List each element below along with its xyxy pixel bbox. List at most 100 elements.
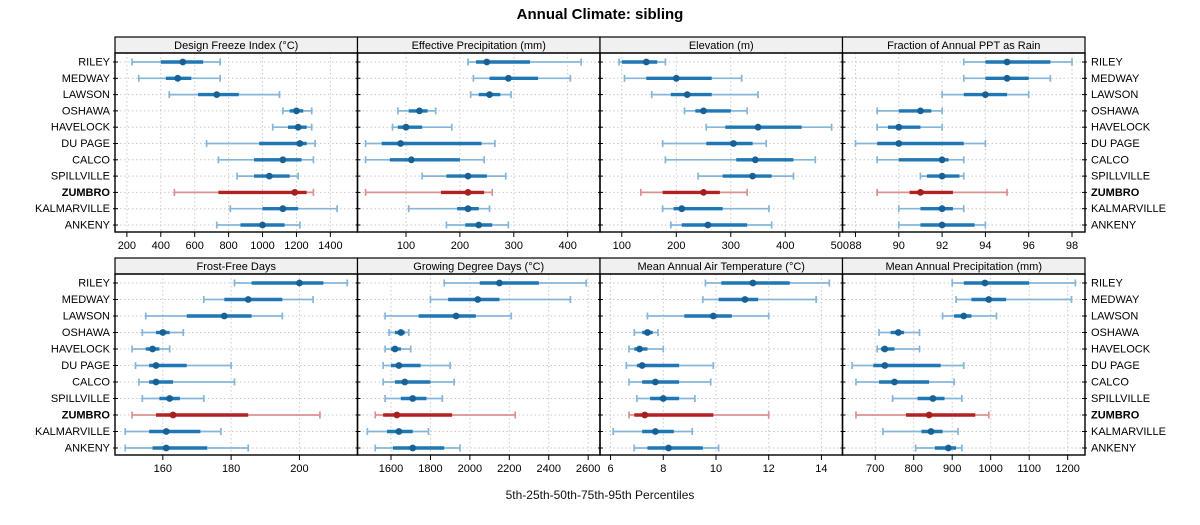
site-label-right: HAVELOCK bbox=[1091, 122, 1151, 134]
percentile-row-spillville bbox=[421, 172, 507, 180]
x-tick-label: 1200 bbox=[1055, 463, 1079, 475]
site-label-right: KALMARVILLE bbox=[1091, 426, 1166, 438]
median-dot bbox=[651, 378, 659, 386]
median-dot bbox=[709, 312, 717, 320]
median-dot bbox=[259, 221, 266, 229]
x-tick-label: 200 bbox=[290, 463, 308, 475]
median-dot bbox=[700, 189, 707, 196]
percentile-row-oshawa bbox=[141, 329, 185, 336]
chart-title: Annual Climate: sibling bbox=[516, 6, 684, 23]
percentile-row-calco bbox=[138, 378, 236, 386]
median-dot bbox=[296, 279, 303, 287]
x-tick-label: 98 bbox=[1066, 240, 1078, 252]
percentiles-caption: 5th-25th-50th-75th-95th Percentiles bbox=[505, 488, 695, 502]
percentile-row-calco bbox=[382, 378, 455, 386]
x-tick-label: 96 bbox=[1023, 240, 1035, 252]
percentile-row-medway bbox=[623, 74, 743, 82]
site-label-left: KALMARVILLE bbox=[35, 426, 110, 438]
percentile-row-spillville bbox=[636, 395, 696, 402]
x-tick-label: 700 bbox=[866, 463, 884, 475]
percentile-row-havelock bbox=[384, 345, 412, 353]
median-dot bbox=[881, 362, 889, 369]
site-label-right: ANKENY bbox=[1091, 220, 1137, 232]
x-tick-label: 2200 bbox=[497, 463, 521, 475]
percentile-row-lawson bbox=[941, 312, 998, 320]
median-dot bbox=[159, 329, 167, 336]
x-tick-label: 500 bbox=[831, 240, 849, 252]
percentile-row-riley bbox=[467, 58, 582, 66]
median-dot bbox=[749, 279, 757, 287]
median-dot bbox=[641, 411, 649, 419]
panel-border bbox=[841, 52, 1086, 233]
panel-title: Growing Degree Days (°C) bbox=[413, 261, 544, 273]
percentile-row-ankeny bbox=[914, 444, 963, 452]
median-dot bbox=[475, 221, 483, 229]
median-dot bbox=[683, 91, 691, 98]
x-tick-label: 2000 bbox=[458, 463, 482, 475]
site-label-left: KALMARVILLE bbox=[35, 203, 110, 215]
x-tick-label: 14 bbox=[815, 463, 827, 475]
percentile-row-havelock bbox=[876, 123, 943, 131]
percentile-row-medway bbox=[429, 296, 572, 303]
x-tick-label: 1000 bbox=[250, 240, 274, 252]
median-dot bbox=[895, 123, 903, 131]
site-label-left: CALCO bbox=[72, 377, 110, 389]
percentile-row-spillville bbox=[891, 395, 963, 402]
median-dot bbox=[291, 189, 299, 196]
site-label-right: ANKENY bbox=[1091, 443, 1137, 455]
x-tick-label: 200 bbox=[118, 240, 136, 252]
percentile-row-zumbro bbox=[131, 411, 321, 419]
percentile-row-havelock bbox=[628, 345, 665, 353]
panel-title: Mean Annual Air Temperature (°C) bbox=[638, 261, 805, 273]
x-tick-label: 600 bbox=[186, 240, 204, 252]
panel-title: Frost-Free Days bbox=[197, 261, 277, 273]
percentile-row-spillville bbox=[697, 172, 795, 180]
median-dot bbox=[741, 296, 749, 303]
site-label-left: RILEY bbox=[78, 57, 110, 69]
percentile-row-kalmarville bbox=[612, 428, 694, 435]
median-dot bbox=[496, 279, 503, 287]
panel-title: Elevation (m) bbox=[689, 40, 754, 52]
percentile-row-du-page bbox=[134, 362, 232, 369]
percentile-row-medway bbox=[137, 74, 221, 82]
percentile-row-lawson bbox=[144, 312, 284, 320]
site-label-left: DU PAGE bbox=[61, 138, 110, 150]
percentile-row-du-page bbox=[851, 362, 965, 369]
panel-border bbox=[114, 52, 359, 233]
percentile-row-zumbro bbox=[628, 411, 770, 419]
site-label-right: DU PAGE bbox=[1091, 360, 1140, 372]
percentile-row-medway bbox=[955, 296, 1073, 303]
x-tick-label: 400 bbox=[152, 240, 170, 252]
median-dot bbox=[409, 395, 417, 402]
percentile-row-lawson bbox=[469, 91, 512, 99]
site-label-left: MEDWAY bbox=[62, 73, 111, 85]
median-dot bbox=[409, 444, 417, 452]
site-label-left: OSHAWA bbox=[62, 105, 111, 117]
percentile-row-kalmarville bbox=[366, 428, 430, 435]
x-tick-label: 200 bbox=[451, 240, 469, 252]
median-dot bbox=[149, 345, 156, 353]
x-tick-label: 400 bbox=[776, 240, 794, 252]
median-dot bbox=[279, 205, 287, 213]
percentile-row-oshawa bbox=[388, 329, 410, 336]
median-dot bbox=[152, 362, 160, 369]
site-label-left: ANKENY bbox=[65, 443, 111, 455]
median-dot bbox=[700, 107, 707, 115]
percentile-row-du-page bbox=[382, 362, 452, 369]
median-dot bbox=[730, 140, 737, 147]
x-tick-label: 88 bbox=[849, 240, 861, 252]
median-dot bbox=[704, 221, 712, 229]
percentile-row-oshawa bbox=[878, 329, 921, 336]
site-label-left: HAVELOCK bbox=[51, 122, 111, 134]
median-dot bbox=[929, 395, 937, 402]
median-dot bbox=[395, 428, 403, 435]
site-label-right: DU PAGE bbox=[1091, 138, 1140, 150]
median-dot bbox=[665, 444, 672, 452]
percentile-row-kalmarville bbox=[882, 428, 959, 435]
percentile-row-oshawa bbox=[633, 329, 659, 336]
median-dot bbox=[642, 58, 650, 66]
percentile-row-calco bbox=[876, 156, 965, 164]
median-dot bbox=[985, 296, 993, 303]
percentile-row-havelock bbox=[876, 345, 921, 353]
